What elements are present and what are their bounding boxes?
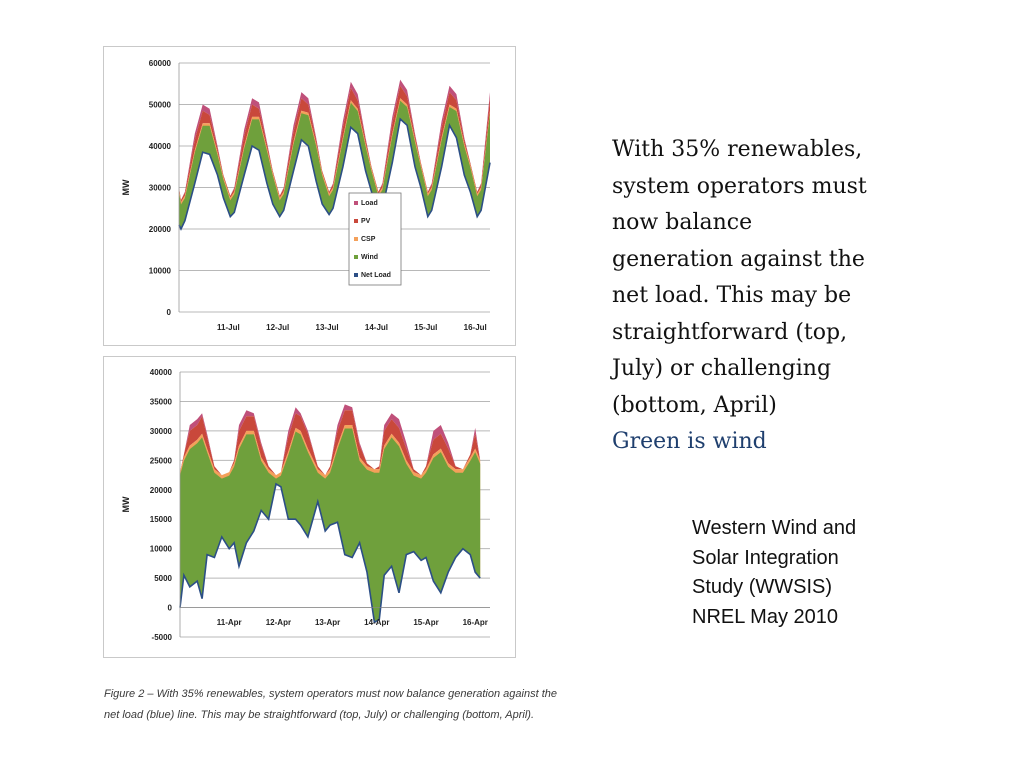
chart-july-legend: Load PV CSP Wind Net Load bbox=[348, 192, 402, 286]
chart-april-y-tick-label: 35000 bbox=[150, 397, 173, 406]
citation-block: Western Wind and Solar Integration Study… bbox=[692, 514, 952, 632]
figure-caption-line-1: Figure 2 – With 35% renewables, system o… bbox=[104, 688, 557, 700]
chart-april-y-tick-label: 15000 bbox=[150, 515, 173, 524]
citation-line: Western Wind and bbox=[692, 517, 857, 539]
chart-july-x-tick-label: 12-Jul bbox=[266, 323, 289, 332]
figure-caption: Figure 2 – With 35% renewables, system o… bbox=[104, 684, 664, 726]
chart-july-x-tick-label: 14-Jul bbox=[365, 323, 388, 332]
chart-april-y-tick-label: -5000 bbox=[152, 633, 173, 642]
main-text-line: With 35% renewables, bbox=[612, 137, 863, 162]
chart-july-y-tick-label: 40000 bbox=[149, 142, 172, 151]
chart-july-legend-label: PV bbox=[361, 218, 371, 225]
chart-july-legend-swatch bbox=[354, 255, 358, 259]
chart-july-y-tick-label: 60000 bbox=[149, 59, 172, 68]
main-text-line: July) or challenging bbox=[612, 356, 832, 381]
citation-line: Study (WWSIS) bbox=[692, 576, 833, 598]
chart-april-net-load-line bbox=[179, 482, 481, 624]
chart-april-x-tick-label: 11-Apr bbox=[217, 618, 242, 627]
main-text-block: With 35% renewables, system operators mu… bbox=[612, 132, 942, 461]
chart-july-legend-swatch bbox=[354, 237, 358, 241]
main-text-line: (bottom, April) bbox=[612, 392, 777, 418]
chart-april-y-axis-title: MW bbox=[121, 496, 131, 512]
chart-july-legend-label: Wind bbox=[361, 254, 378, 261]
main-text-line: straightforward (top, bbox=[612, 319, 848, 345]
chart-april: 40000 35000 30000 25000 20000 15000 10000 5000 0… bbox=[103, 356, 516, 658]
chart-july-x-tick-label: 16-Jul bbox=[464, 323, 487, 332]
citation-line: NREL May 2010 bbox=[692, 605, 838, 628]
chart-july-y-tick-label: 20000 bbox=[149, 225, 172, 234]
citation-line: Solar Integration bbox=[692, 546, 839, 569]
chart-july-svg: 60000 50000 40000 30000 20000 10000 0 11-Jul 12-… bbox=[121, 59, 491, 332]
main-text-line: net load. This may be bbox=[612, 283, 852, 308]
chart-july-legend-swatch bbox=[354, 273, 358, 277]
main-text-line: system operators must bbox=[612, 173, 867, 199]
chart-july-legend-swatch bbox=[354, 219, 358, 223]
chart-july-net-load-line bbox=[178, 117, 491, 231]
chart-april-x-tick-label: 13-Apr bbox=[315, 618, 340, 627]
chart-july: 60000 50000 40000 30000 20000 10000 0 11-Jul 12-… bbox=[103, 46, 516, 346]
chart-april-x-tick-label: 14-Apr bbox=[364, 618, 389, 627]
chart-july-legend-label: Load bbox=[361, 200, 378, 207]
chart-july-legend-label: Net Load bbox=[361, 272, 391, 279]
chart-july-legend-swatch bbox=[354, 201, 358, 205]
chart-july-x-tick-label: 15-Jul bbox=[414, 323, 437, 332]
chart-april-y-tick-label: 40000 bbox=[150, 368, 173, 377]
chart-july-y-axis-title: MW bbox=[121, 179, 131, 195]
chart-april-x-tick-label: 12-Apr bbox=[266, 618, 291, 627]
chart-july-pv-area bbox=[179, 85, 490, 202]
chart-july-x-tick-label: 13-Jul bbox=[316, 323, 339, 332]
chart-april-wind-area bbox=[180, 428, 481, 623]
figure-caption-line-2: net load (blue) line. This may be straig… bbox=[104, 709, 535, 721]
chart-april-x-tick-label: 15-Apr bbox=[413, 618, 438, 627]
chart-july-y-tick-label: 30000 bbox=[149, 184, 172, 193]
chart-april-svg: 40000 35000 30000 25000 20000 15000 10000 5000 0… bbox=[121, 368, 490, 642]
chart-april-x-tick-label: 16-Apr bbox=[463, 618, 488, 627]
wind-note: Green is wind bbox=[612, 429, 767, 454]
main-text-line: now balance bbox=[612, 210, 753, 235]
chart-april-y-tick-label: 20000 bbox=[150, 486, 173, 495]
chart-april-y-tick-label: 25000 bbox=[150, 456, 173, 465]
chart-april-pv-area bbox=[180, 410, 481, 476]
chart-april-y-tick-label: 0 bbox=[168, 604, 173, 613]
chart-july-wind-area bbox=[179, 100, 490, 229]
chart-july-y-tick-label: 50000 bbox=[149, 101, 172, 110]
main-text-line: generation against the bbox=[612, 246, 865, 272]
chart-july-legend-label: CSP bbox=[361, 236, 376, 243]
chart-july-x-tick-label: 11-Jul bbox=[217, 323, 240, 332]
chart-april-y-tick-label: 10000 bbox=[150, 545, 173, 554]
chart-april-y-tick-label: 5000 bbox=[154, 574, 172, 583]
chart-july-load-area bbox=[179, 79, 490, 200]
chart-july-y-tick-label: 0 bbox=[167, 308, 172, 317]
chart-april-y-tick-label: 30000 bbox=[150, 427, 173, 436]
chart-july-y-tick-label: 10000 bbox=[149, 267, 172, 276]
